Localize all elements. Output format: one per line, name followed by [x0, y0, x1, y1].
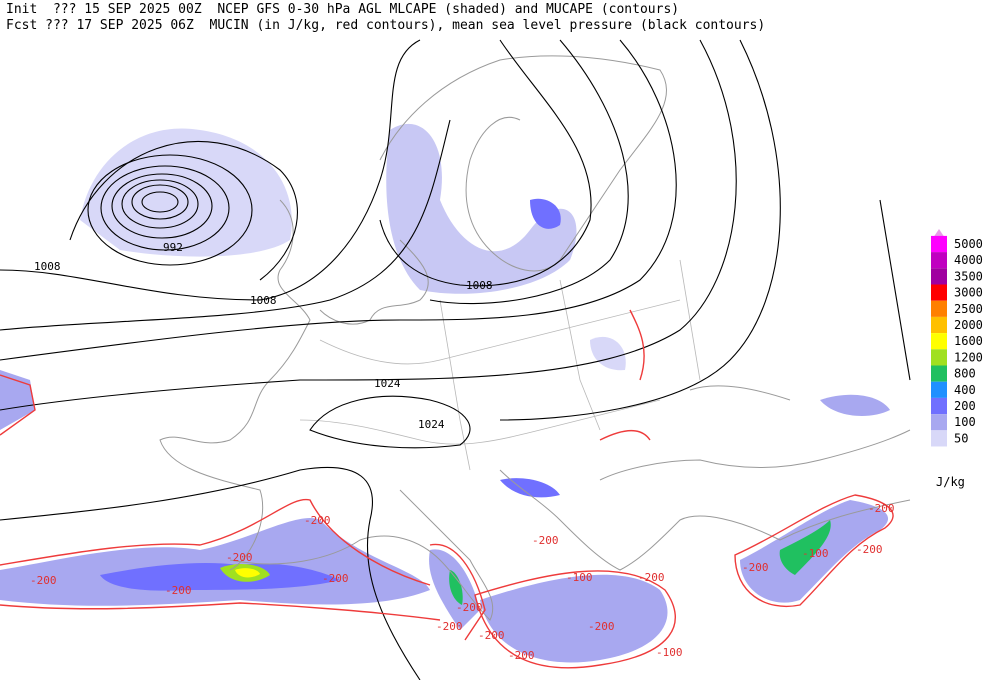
colorbar-swatch — [931, 316, 947, 334]
isobars — [0, 39, 911, 680]
colorbar-swatch — [931, 365, 947, 382]
mucin-label: -100 — [802, 547, 829, 560]
colorbar-swatch — [931, 414, 947, 431]
isobar-label: 1024 — [374, 377, 401, 390]
mucin-labels: -200 -200 -200 -200 -200 -200 -100 -200 … — [30, 502, 895, 662]
isobar-label: 1008 — [466, 279, 493, 292]
header-line: Fcst ??? 17 SEP 2025 06Z MUCIN (in J/kg,… — [6, 18, 765, 33]
colorbar-label: 1600 — [954, 334, 983, 348]
colorbar-label: 2500 — [954, 302, 983, 316]
borders — [299, 259, 701, 471]
colorbar-label: 800 — [954, 367, 976, 381]
colorbar-label: 2000 — [954, 318, 983, 332]
mucin-label: -200 — [226, 551, 253, 564]
colorbar-swatch — [931, 381, 947, 398]
mucin-label: -200 — [856, 543, 883, 556]
colorbar-label: 400 — [954, 383, 976, 397]
mucin-label: -200 — [508, 649, 535, 662]
mucin-label: -200 — [868, 502, 895, 515]
isobar-label: 1024 — [418, 418, 445, 431]
colorbar-swatch — [931, 284, 947, 301]
colorbar-label: 5000 — [954, 237, 983, 251]
colorbar-label: 3000 — [954, 286, 983, 300]
header-line: Init ??? 15 SEP 2025 00Z NCEP GFS 0-30 h… — [6, 2, 679, 17]
isobar-label: 1008 — [250, 294, 277, 307]
cape-shading — [0, 123, 890, 663]
colorbar-swatch — [931, 252, 947, 269]
coastlines — [159, 55, 911, 621]
colorbar-swatch — [931, 300, 947, 317]
mucin-label: -200 — [588, 620, 615, 633]
mucin-label: -200 — [30, 574, 57, 587]
colorbar-swatch — [931, 349, 947, 366]
mucin-label: -200 — [638, 571, 665, 584]
colorbar-label: 1200 — [954, 350, 983, 364]
mucin-label: -100 — [566, 571, 593, 584]
mucin-label: -200 — [436, 620, 463, 633]
colorbar-label: 3500 — [954, 269, 983, 283]
mucin-label: -200 — [456, 601, 483, 614]
colorbar-unit: J/kg — [936, 475, 965, 489]
colorbar-swatch — [931, 268, 947, 285]
colorbar-label: 4000 — [954, 253, 983, 267]
isobar-label: 992 — [163, 241, 183, 254]
mucin-contours — [0, 309, 894, 669]
mucin-label: -200 — [478, 629, 505, 642]
mucin-label: -100 — [656, 646, 683, 659]
colorbar-swatch — [931, 235, 947, 253]
mucin-label: -200 — [322, 572, 349, 585]
colorbar-swatch — [931, 397, 947, 415]
isobar-labels: 992 1008 1008 1008 1024 1024 — [34, 241, 493, 431]
mucin-label: -200 — [165, 584, 192, 597]
colorbar-label: 50 — [954, 431, 968, 445]
mucin-label: -200 — [532, 534, 559, 547]
colorbar-swatch — [931, 430, 947, 447]
colorbar-label: 200 — [954, 399, 976, 413]
mucin-label: -200 — [742, 561, 769, 574]
isobar-label: 1008 — [34, 260, 61, 273]
colorbar: 5000 4000 3500 3000 2500 2000 1600 1200 800 400 20… — [931, 229, 983, 447]
colorbar-label: 100 — [954, 415, 976, 429]
mucin-label: -200 — [304, 514, 331, 527]
colorbar-swatch — [931, 333, 947, 350]
